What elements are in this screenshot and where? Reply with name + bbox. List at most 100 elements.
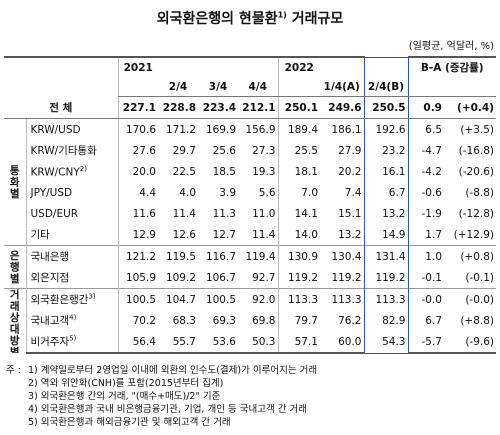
cell-value: 119.5: [158, 245, 198, 267]
col-header: 1/4(A): [320, 77, 364, 97]
cell-value: 109.2: [165, 271, 196, 284]
cell-value: (+3.5): [444, 118, 497, 140]
cell-value: 227.1: [117, 96, 158, 119]
cell-value: 105.9: [117, 267, 158, 289]
cell-value: 119.2: [363, 267, 409, 289]
row-label: 전 체: [4, 96, 118, 119]
row-label: 기타: [26, 224, 118, 246]
cell-value: 76.2: [338, 314, 362, 327]
data-row: USD/EUR 11.6 11.4 11.3 11.0 14.1 15.1 13.2 -1.9 (…: [4, 203, 496, 224]
cell-value: 100.5: [117, 288, 158, 310]
col-header: 2/4(B): [363, 77, 409, 97]
cell-value: 228.8: [158, 96, 198, 119]
cell-value: 69.3: [212, 314, 236, 327]
cell-value: 20.0: [117, 161, 158, 182]
row-label-text: 국내은행: [30, 251, 70, 263]
cell-value: 6.7: [363, 182, 409, 203]
cell-value: 189.4: [277, 118, 320, 140]
cell-value: 104.7: [158, 288, 198, 310]
cell-value: 5.6: [258, 186, 276, 199]
row-label: JPY/USD: [26, 182, 118, 203]
data-row: JPY/USD 4.4 4.0 3.9 5.6 7.0 7.4 6.7 -0.6 (-8.8): [4, 182, 496, 203]
cell-value: 113.3: [320, 288, 364, 310]
footnote-lead: 주 :: [6, 365, 21, 376]
header-row: 2/4 3/4 4/4 1/4(A) 2/4(B): [4, 77, 497, 97]
cell-value: 50.3: [238, 331, 278, 354]
cell-value: 14.1: [277, 203, 320, 224]
row-label: KRW/CNY2): [26, 161, 118, 182]
cell-value: 20.2: [338, 165, 362, 178]
cell-value: 119.2: [331, 271, 362, 284]
data-row: 국내고객4) 70.2 68.3 69.3 69.8 79.7 76.2 82.9 6.7 (+8…: [4, 310, 496, 331]
cell-value: 250.1: [277, 96, 320, 119]
cell-value: 18.5: [212, 165, 236, 178]
col-header: 2022: [277, 56, 320, 77]
cell-value: -1.9: [407, 203, 444, 224]
cell-value: 11.4: [172, 207, 196, 220]
row-label: 비거주자5): [26, 331, 118, 354]
cell-value: 23.2: [363, 140, 409, 161]
cell-value: 25.5: [277, 140, 320, 161]
footnote: 4) 외국환은행과 국내 비은행금융기관, 기업, 개인 등 국내고객 간 거래: [28, 404, 307, 415]
cell-value: 27.9: [338, 144, 362, 157]
cell-value: 121.2: [117, 245, 158, 267]
cell-value: 11.0: [252, 207, 276, 220]
row-note: 4): [69, 313, 77, 322]
cell-value: 3.9: [219, 186, 236, 199]
cell-value: 70.2: [117, 310, 158, 331]
cell-value: 0.9: [407, 96, 444, 119]
row-label-text: JPY/USD: [30, 186, 73, 199]
cell-value: 56.4: [117, 331, 158, 354]
group-label: 통화별: [4, 118, 27, 246]
cell-value: 60.0: [320, 331, 364, 354]
row-label: KRW/기타통화: [26, 140, 118, 161]
row-label: KRW/USD: [26, 118, 118, 140]
cell-value: 11.4: [252, 228, 276, 241]
cell-value: (+0.8): [444, 245, 497, 267]
cell-value: 113.3: [277, 288, 320, 310]
cell-value: 192.6: [363, 118, 409, 140]
cell-value: 116.7: [198, 245, 238, 267]
cell-value: 1.7: [407, 224, 444, 246]
cell-value: (-9.6): [444, 331, 497, 354]
data-row: 통화별 KRW/USD 170.6 171.2 169.9 156.9 189.4 186.1…: [4, 118, 497, 246]
cell-value: 13.2: [338, 228, 362, 241]
footnotes: 주 : 1) 계약일로부터 2영업일 이내에 외환의 인수도(결제)가 이루어지는…: [6, 364, 317, 429]
group-label: 은행별: [4, 245, 27, 289]
row-label: 국내고객4): [26, 310, 118, 331]
cell-value: 119.2: [277, 267, 320, 289]
row-label-text: 비거주자: [30, 336, 70, 348]
cell-value: 82.9: [363, 310, 409, 331]
data-row: KRW/CNY2) 20.0 22.5 18.5 19.3 18.1 20.2 16.1 -4.…: [4, 161, 496, 182]
cell-value: 15.1: [338, 207, 362, 220]
data-row: 은행별 국내은행 121.2 119.5 116.7 119.4 130.9 130.4 131…: [4, 245, 497, 289]
title: 외국환은행의 현물환1) 거래규모: [0, 8, 500, 28]
cell-value: -0.6: [407, 182, 444, 203]
total-row: 전 체 227.1 228.8 223.4 212.1 250.1 249.6 250.5 0.…: [4, 96, 497, 119]
row-label-text: KRW/CNY: [30, 166, 80, 179]
col-header: 2/4: [158, 77, 198, 97]
cell-value: 1.0: [407, 245, 444, 267]
cell-value: 55.7: [158, 331, 198, 354]
cell-value: 7.4: [344, 186, 362, 199]
row-note: 3): [88, 292, 96, 301]
cell-value: 13.2: [363, 203, 409, 224]
cell-value: 156.9: [238, 118, 278, 140]
row-label-text: 기타: [30, 229, 50, 241]
cell-value: 12.9: [117, 224, 158, 246]
title-suffix: 거래규모: [291, 11, 344, 27]
data-row: 기타 12.9 12.6 12.7 11.4 14.0 13.2 14.9 1.7 (+12.9): [4, 224, 496, 246]
cell-value: 19.3: [252, 165, 276, 178]
cell-value: 250.5: [363, 96, 409, 119]
row-label-text: USD/EUR: [30, 207, 79, 220]
cell-value: 130.4: [320, 245, 364, 267]
cell-value: 29.7: [172, 144, 196, 157]
cell-value: 100.5: [198, 288, 238, 310]
footnote: 3) 외국환은행 간의 거래, "(매수+매도)/2" 기준: [28, 391, 221, 402]
row-label-text: 외국환은행간: [30, 294, 89, 306]
cell-value: 212.1: [238, 96, 278, 119]
col-header: 4/4: [238, 77, 278, 97]
cell-value: 12.7: [212, 228, 236, 241]
header-row: 2021 2022 B-A (증감률): [4, 56, 497, 97]
